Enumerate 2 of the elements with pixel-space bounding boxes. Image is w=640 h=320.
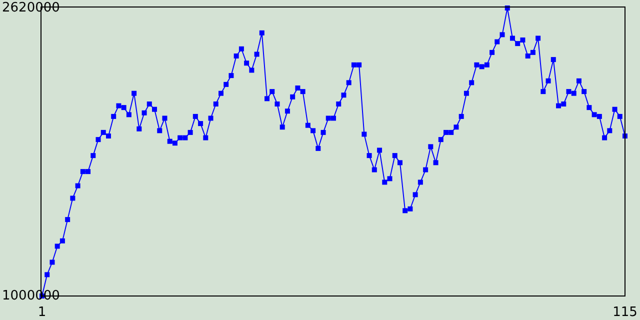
x-tick-label: 115 [612, 305, 638, 320]
x-tick-label: 1 [38, 305, 46, 320]
